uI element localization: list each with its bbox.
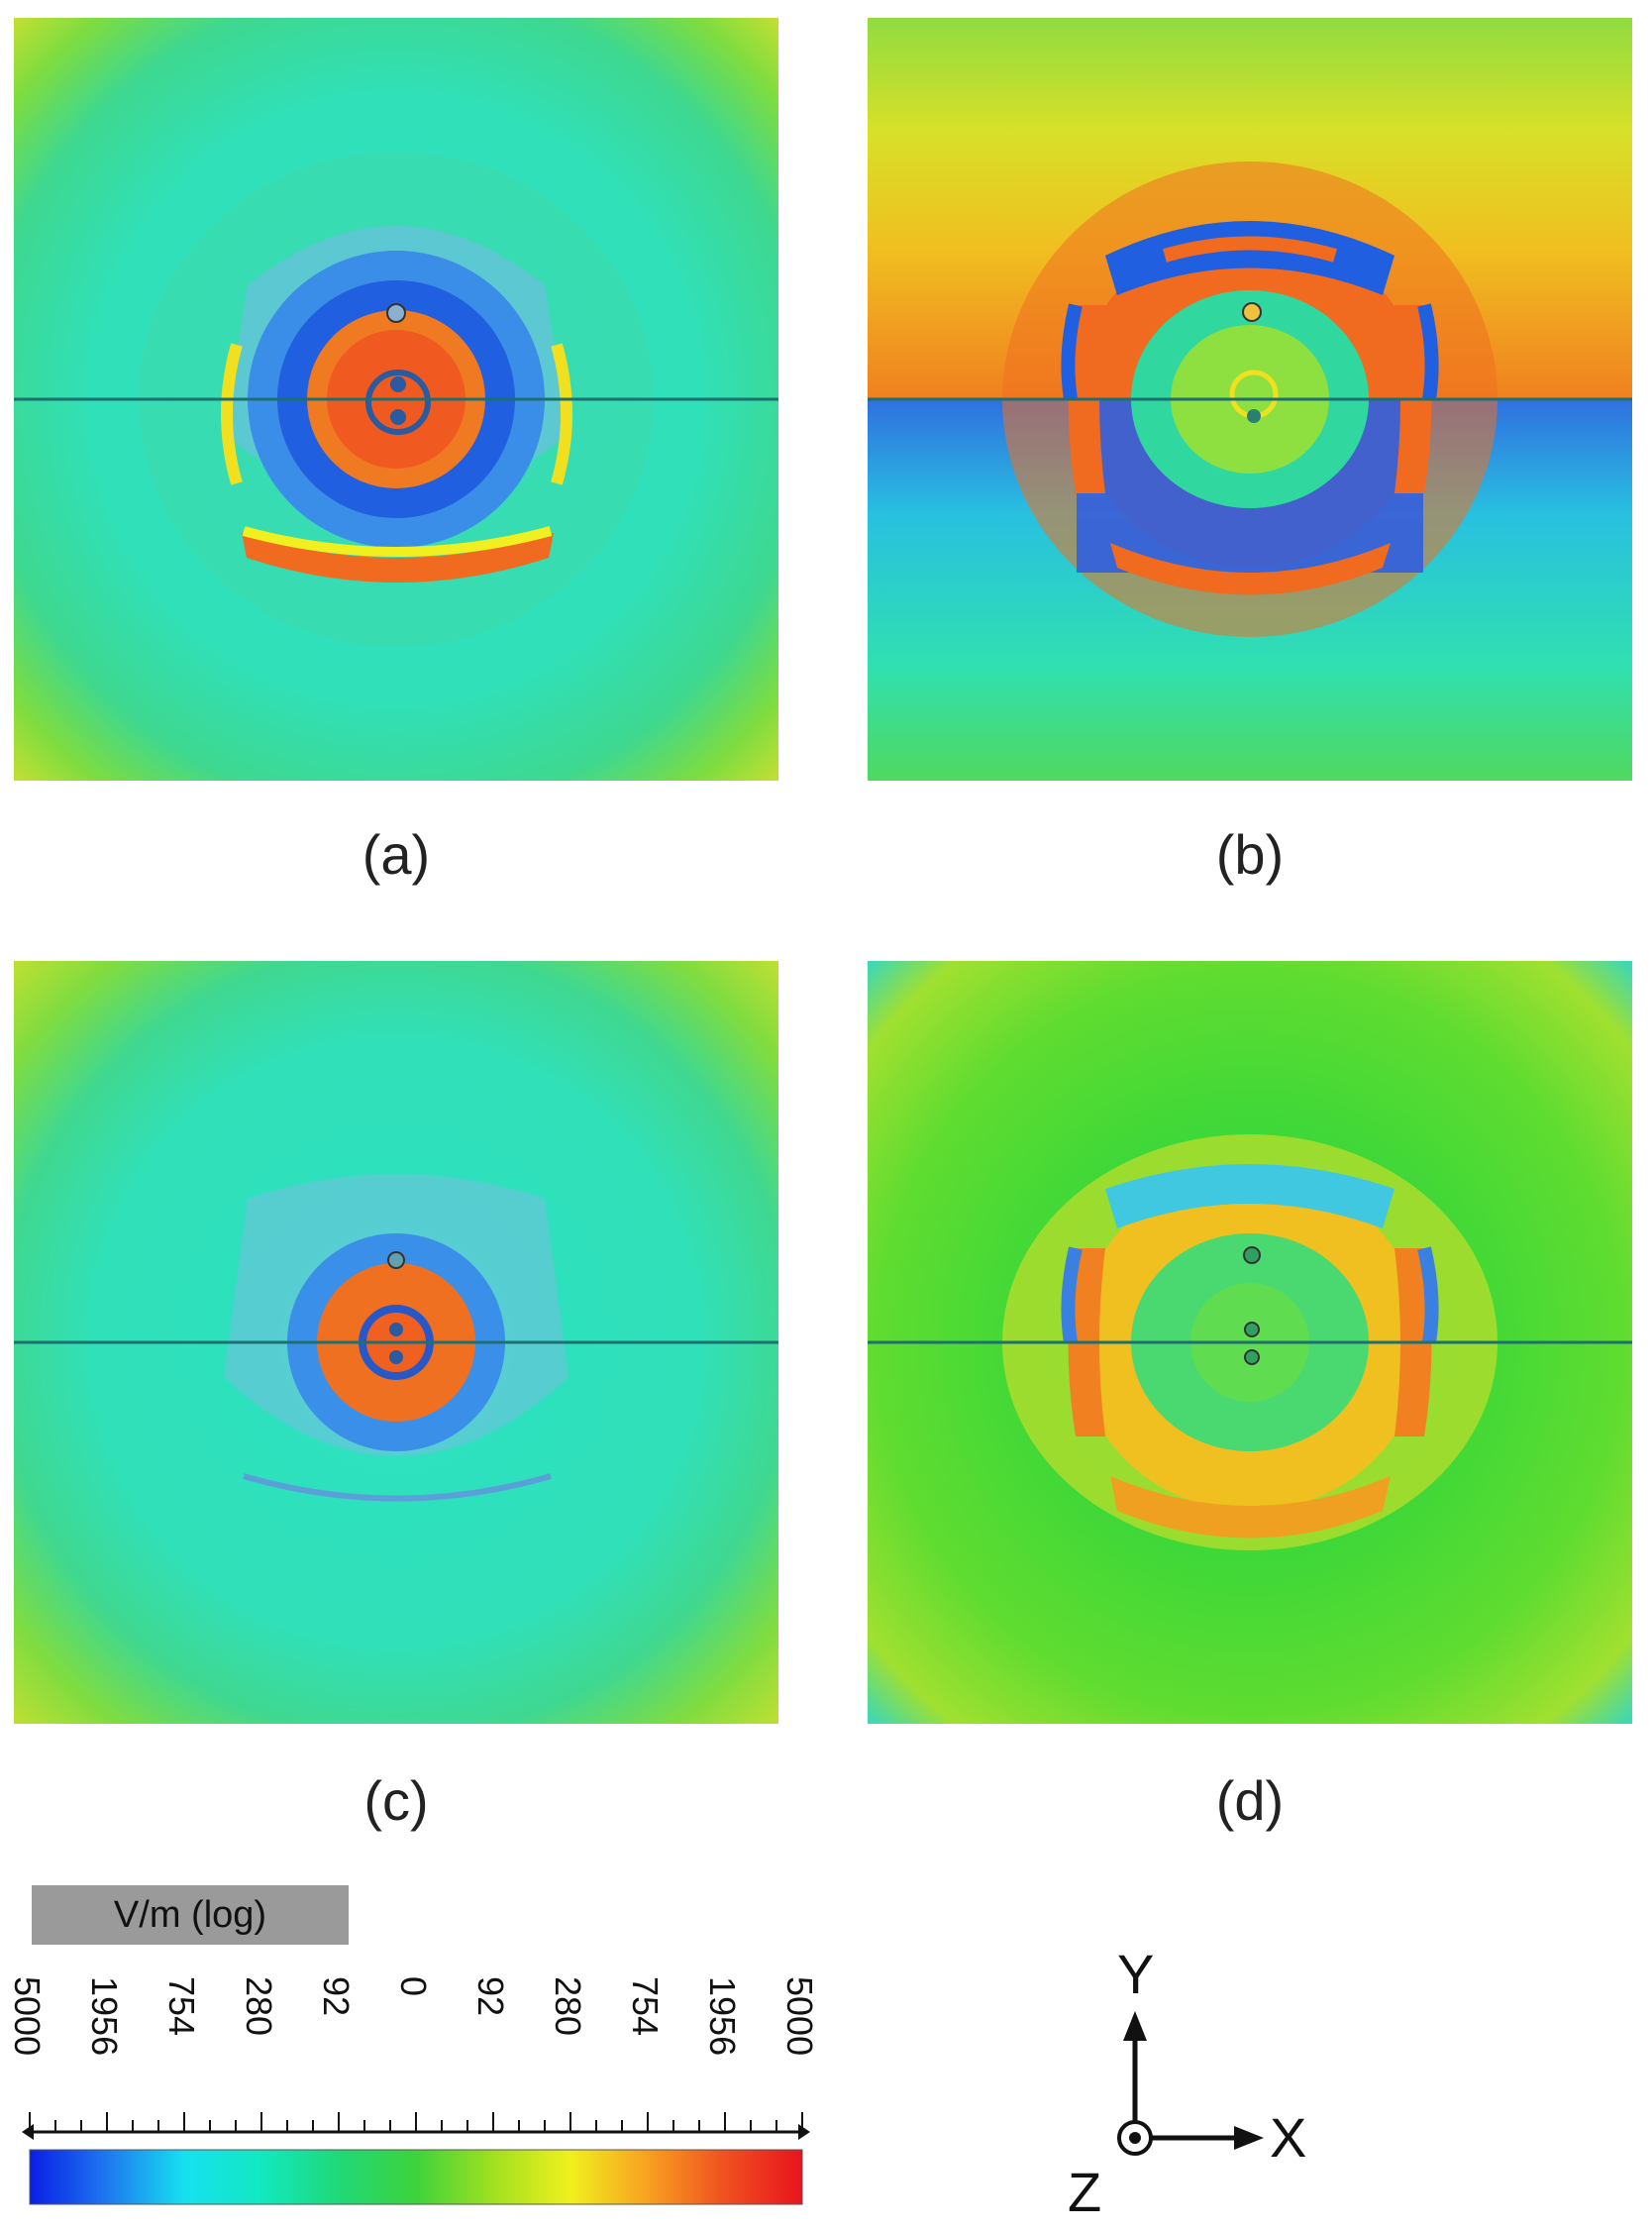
panel-a-caption: (a) [361,823,431,886]
colorbar-tick-label: 754 [625,1976,666,2037]
panel-a [14,18,778,781]
colorbar-tick-label: 92 [470,1976,511,2017]
colorbar-tick-label: 5000 [779,1976,820,2057]
x-axis-label: X [1270,2106,1307,2169]
panel-d-caption: (d) [1215,1769,1285,1832]
colorbar-tick-label: 1956 [702,1976,743,2057]
colorbar-tick-label: 280 [548,1976,588,2037]
colorbar-tick-label: 5000 [7,1976,48,2057]
colorbar-tick-label: 0 [393,1976,434,1997]
panel-d [868,961,1632,1724]
colorbar-tick-label: 280 [239,1976,279,2037]
z-axis-label: Z [1068,2161,1102,2223]
colorbar-tick-label: 92 [316,1976,357,2017]
panel-b-caption: (b) [1215,823,1285,886]
colorbar-title: V/m (log) [32,1885,349,1945]
panel-c-caption: (c) [363,1769,429,1832]
colorbar-tick-label: 754 [161,1976,202,2037]
panel-b [868,18,1632,781]
colorbar-tick-label: 1956 [84,1976,125,2057]
axes-indicator [1117,2011,1264,2156]
panel-c [14,961,778,1724]
colorbar [22,2112,810,2205]
y-axis-label: Y [1117,1943,1155,2005]
